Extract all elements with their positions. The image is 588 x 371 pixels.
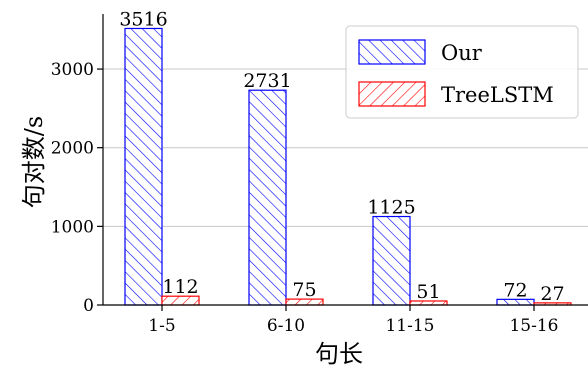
y-tick-label: 3000 (51, 60, 94, 80)
bar-value-label: 51 (416, 281, 440, 303)
bar-labels: 3516 112 2731 75 1125 51 72 27 (119, 8, 564, 304)
legend-label-our: Our (441, 41, 483, 65)
y-tick-label: 2000 (51, 139, 94, 159)
y-axis-title: 句对数/s (20, 116, 48, 208)
bar-our-6-10 (248, 89, 287, 306)
x-axis-title: 句长 (315, 340, 363, 368)
bar-value-label: 72 (503, 279, 527, 301)
y-tick-label: 1000 (51, 217, 94, 237)
bar-value-label: 75 (292, 279, 316, 301)
legend-label-treelstm: TreeLSTM (441, 83, 554, 107)
axes: 0 1000 2000 3000 1-5 6-10 11-15 15-16 (51, 14, 588, 336)
bar-our-1-5 (124, 27, 163, 306)
legend-swatch-treelstm (358, 81, 426, 107)
bars (124, 27, 572, 306)
x-tick-label: 15-16 (509, 316, 558, 336)
x-tick-label: 11-15 (385, 316, 434, 336)
bar-value-label: 2731 (243, 70, 291, 92)
bar-value-label: 112 (162, 276, 198, 298)
y-tick-label: 0 (83, 296, 94, 316)
bar-our-11-15 (372, 215, 411, 306)
bar-value-label: 3516 (119, 8, 167, 30)
legend-swatch-our (358, 39, 426, 65)
bar-value-label: 27 (540, 283, 564, 305)
bar-value-label: 1125 (367, 197, 415, 219)
legend: Our TreeLSTM (345, 25, 579, 119)
x-tick-label: 6-10 (267, 316, 305, 336)
x-tick-label: 1-5 (148, 316, 175, 336)
